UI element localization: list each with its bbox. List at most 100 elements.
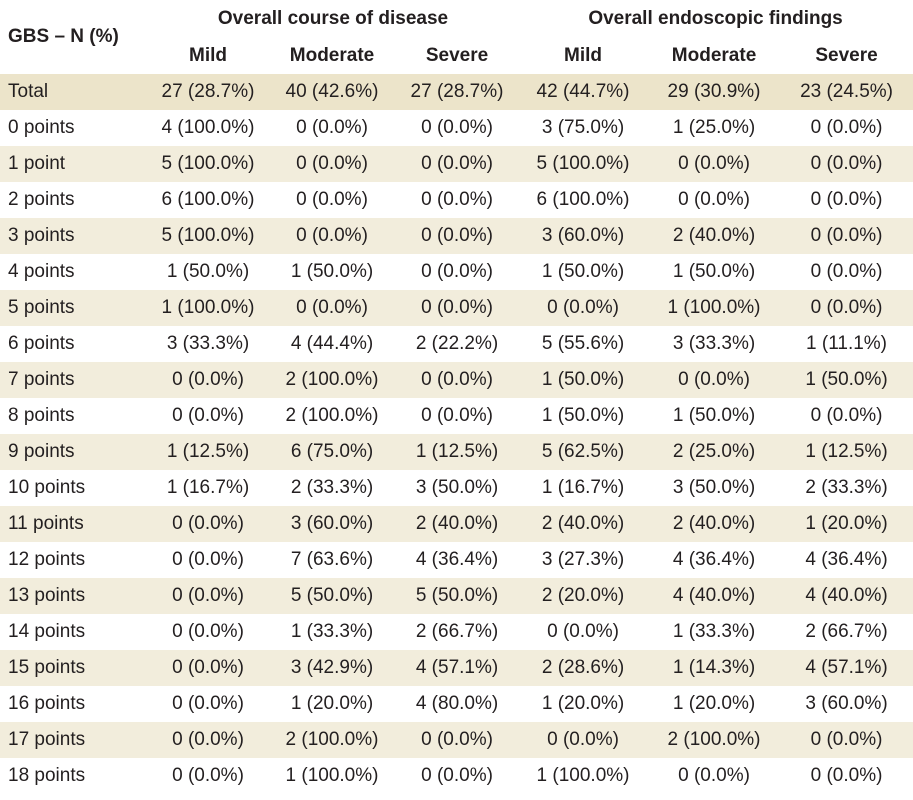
row-label: 8 points	[8, 405, 75, 426]
table-cell: 4 (40.0%)	[780, 578, 913, 614]
table-cell: 1 (50.0%)	[518, 362, 649, 398]
table-cell: 3 (60.0%)	[268, 506, 396, 542]
table-cell: 0 (0.0%)	[396, 290, 519, 326]
table-row: 6 points 3 (33.3%) 4 (44.4%) 2 (22.2%) 5 (55…	[0, 326, 913, 362]
row-label: 1 point	[0, 146, 148, 182]
table-cell: 1 (16.7%)	[541, 477, 625, 498]
table-header: GBS – N (%) Overall course of disease Ov…	[0, 0, 913, 74]
table-cell: 27 (28.7%)	[396, 74, 519, 110]
row-label: 5 points	[0, 290, 148, 326]
table-cell: 0 (0.0%)	[172, 765, 244, 786]
table-cell: 0 (0.0%)	[678, 765, 750, 786]
table-cell: 0 (0.0%)	[421, 261, 493, 282]
table-cell: 1 (14.3%)	[648, 650, 781, 686]
table-cell: 0 (0.0%)	[296, 117, 368, 138]
table-cell: 0 (0.0%)	[810, 189, 883, 210]
table-row: 15 points 0 (0.0%) 3 (42.9%) 4 (57.1%) 2 (28…	[0, 650, 913, 686]
table-cell: 2 (22.2%)	[415, 333, 499, 354]
row-label: 7 points	[0, 362, 148, 398]
table-cell: 0 (0.0%)	[780, 218, 913, 254]
table-cell: 2 (40.0%)	[648, 218, 781, 254]
table-cell: 0 (0.0%)	[396, 362, 519, 398]
table-cell: 7 (63.6%)	[290, 549, 374, 570]
table-cell: 1 (50.0%)	[290, 261, 374, 282]
table-cell: 0 (0.0%)	[268, 146, 396, 182]
table-cell: 2 (40.0%)	[648, 506, 781, 542]
table-row: 12 points 0 (0.0%) 7 (63.6%) 4 (36.4%) 3 (27…	[0, 542, 913, 578]
table-cell: 2 (66.7%)	[415, 621, 499, 642]
table-cell: 0 (0.0%)	[268, 218, 396, 254]
table-cell: 40 (42.6%)	[268, 74, 396, 110]
table-cell: 0 (0.0%)	[172, 549, 244, 570]
table-cell: 0 (0.0%)	[296, 189, 368, 210]
table-row: 18 points 0 (0.0%) 1 (100.0%) 0 (0.0%) 1 (10…	[0, 758, 913, 794]
table-cell: 0 (0.0%)	[678, 189, 750, 210]
row-label: 18 points	[8, 765, 86, 786]
row-label: 4 points	[8, 261, 75, 282]
table-cell: 2 (100.0%)	[268, 362, 396, 398]
table-cell: 1 (20.0%)	[290, 693, 374, 714]
table-cell: 1 (33.3%)	[290, 621, 374, 642]
table-cell: 0 (0.0%)	[547, 621, 619, 642]
table-cell: 4 (57.1%)	[780, 650, 913, 686]
subcolumn-endoscopic-mild: Mild	[564, 45, 603, 66]
table-cell: 1 (50.0%)	[166, 261, 250, 282]
table-cell: 6 (75.0%)	[268, 434, 396, 470]
subcolumn-course-mild: Mild	[189, 45, 227, 66]
row-label: 15 points	[0, 650, 148, 686]
table-body: Total 27 (28.7%) 40 (42.6%) 27 (28.7%) 42 (4…	[0, 74, 913, 794]
table-cell: 2 (40.0%)	[396, 506, 519, 542]
table-cell: 0 (0.0%)	[810, 765, 883, 786]
table-cell: 3 (75.0%)	[541, 117, 625, 138]
table-cell: 1 (12.5%)	[780, 434, 913, 470]
table-cell: 0 (0.0%)	[421, 189, 493, 210]
table-cell: 1 (20.0%)	[780, 506, 913, 542]
row-label: 14 points	[8, 621, 86, 642]
table-cell: 1 (12.5%)	[148, 434, 268, 470]
table-cell: 2 (33.3%)	[805, 477, 888, 498]
table-cell: 0 (0.0%)	[396, 218, 519, 254]
table-cell: 3 (33.3%)	[166, 333, 250, 354]
table-row: 17 points 0 (0.0%) 2 (100.0%) 0 (0.0%) 0 (0.…	[0, 722, 913, 758]
table-cell: 23 (24.5%)	[780, 74, 913, 110]
row-label: 13 points	[0, 578, 148, 614]
table-cell: 6 (100.0%)	[161, 189, 255, 210]
table-cell: 2 (40.0%)	[518, 506, 649, 542]
row-label: 12 points	[8, 549, 86, 570]
table-cell: 27 (28.7%)	[148, 74, 268, 110]
table-cell: 3 (27.3%)	[541, 549, 625, 570]
table-row: 14 points 0 (0.0%) 1 (33.3%) 2 (66.7%) 0 (0.…	[0, 614, 913, 650]
row-label: 17 points	[0, 722, 148, 758]
table-cell: 0 (0.0%)	[148, 650, 268, 686]
table-cell: 2 (25.0%)	[648, 434, 781, 470]
table-cell: 29 (30.9%)	[648, 74, 781, 110]
table-cell: 0 (0.0%)	[810, 261, 883, 282]
table-cell: 1 (100.0%)	[285, 765, 379, 786]
table-row-total: Total 27 (28.7%) 40 (42.6%) 27 (28.7%) 42 (4…	[0, 74, 913, 110]
table-cell: 4 (36.4%)	[672, 549, 756, 570]
row-header-label: GBS – N (%)	[8, 26, 119, 47]
table-cell: 3 (33.3%)	[672, 333, 756, 354]
table-cell: 1 (12.5%)	[396, 434, 519, 470]
subcolumn-endoscopic-severe: Severe	[815, 45, 878, 66]
table-row: 16 points 0 (0.0%) 1 (20.0%) 4 (80.0%) 1 (20…	[0, 686, 913, 722]
row-label: 3 points	[0, 218, 148, 254]
table-cell: 0 (0.0%)	[172, 693, 244, 714]
table-cell: 6 (100.0%)	[536, 189, 630, 210]
table-cell: 0 (0.0%)	[421, 405, 493, 426]
table-cell: 0 (0.0%)	[810, 405, 883, 426]
row-label: 11 points	[0, 506, 148, 542]
table-row: 8 points 0 (0.0%) 2 (100.0%) 0 (0.0%) 1 (50.…	[0, 398, 913, 434]
row-label: 9 points	[0, 434, 148, 470]
table-row: 13 points 0 (0.0%) 5 (50.0%) 5 (50.0%) 2 (20…	[0, 578, 913, 614]
table-cell: 4 (36.4%)	[805, 549, 888, 570]
header-subcolumn-row: Mild Moderate Severe Mild Moderate Sever…	[0, 38, 913, 74]
table-row: 5 points 1 (100.0%) 0 (0.0%) 0 (0.0%) 0 (0.0…	[0, 290, 913, 326]
table-cell: 1 (25.0%)	[672, 117, 756, 138]
table-cell: 0 (0.0%)	[396, 146, 519, 182]
table-cell: 1 (50.0%)	[672, 405, 756, 426]
table-cell: 2 (100.0%)	[268, 722, 396, 758]
table-cell: 5 (50.0%)	[396, 578, 519, 614]
group-header-endoscopic: Overall endoscopic findings	[588, 8, 843, 29]
